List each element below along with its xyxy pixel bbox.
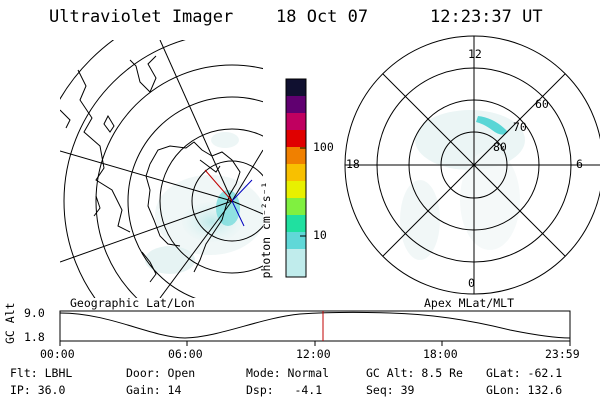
instrument-title: Ultraviolet Imager: [49, 7, 234, 27]
colorbar-tick-100: 100: [313, 140, 334, 154]
status-mode: Mode: Normal: [246, 366, 330, 380]
status-glon: GLon: 132.6: [486, 383, 563, 397]
coastlines: [60, 55, 241, 283]
geographic-panel-label: Geographic Lat/Lon: [70, 296, 195, 310]
apex-polar-plot: [344, 35, 600, 295]
altitude-xtick-1: 06:00: [168, 347, 203, 361]
mlt-label-12: 12: [468, 47, 482, 61]
altitude-xtick-0: 00:00: [40, 347, 75, 361]
colorbar-tick-10: 10: [313, 228, 327, 242]
status-seq: Seq: 39: [366, 383, 415, 397]
status-glat: GLat: -62.1: [486, 366, 563, 380]
mlt-label-0: 0: [468, 276, 475, 290]
apex-panel-label: Apex MLat/MLT: [424, 296, 515, 310]
date-label: 18 Oct 07: [276, 7, 369, 27]
status-gc-alt: GC Alt: 8.5 Re: [366, 366, 463, 380]
status-door: Door: Open: [126, 366, 196, 380]
altitude-ytick-high: 9.0: [24, 306, 45, 320]
altitude-xtick-3: 18:00: [423, 347, 458, 361]
geographic-map: [60, 40, 263, 298]
altitude-curve: [59, 311, 571, 339]
altitude-xtick-4: 23:59: [545, 347, 580, 361]
status-dsp: Dsp: -4.1: [246, 383, 323, 397]
status-gain: Gain: 14: [126, 383, 182, 397]
status-ip: IP: 36.0: [10, 383, 66, 397]
status-filter: Flt: LBHL: [10, 366, 73, 380]
mlt-label-18: 18: [346, 157, 360, 171]
latitude-circles: [60, 40, 263, 298]
time-label: 12:23:37 UT: [430, 7, 543, 27]
mlat-label-70: 70: [513, 120, 527, 134]
altitude-ytick-low: 1.8: [24, 330, 45, 344]
mlt-label-6: 6: [576, 157, 583, 171]
meridians: [60, 40, 263, 298]
color-scale-bar: [285, 78, 307, 278]
view-direction-lines: [204, 169, 253, 227]
aurora-core: [216, 190, 240, 226]
mlat-label-60: 60: [535, 97, 549, 111]
mlat-label-80: 80: [493, 140, 507, 154]
colorbar-unit-label: photon cm⁻²s⁻¹: [259, 181, 273, 279]
altitude-ylabel: GC Alt: [3, 302, 17, 344]
altitude-xtick-2: 12:00: [296, 347, 331, 361]
apex-aurora-core: [476, 116, 508, 135]
altitude-plot: [59, 310, 571, 346]
